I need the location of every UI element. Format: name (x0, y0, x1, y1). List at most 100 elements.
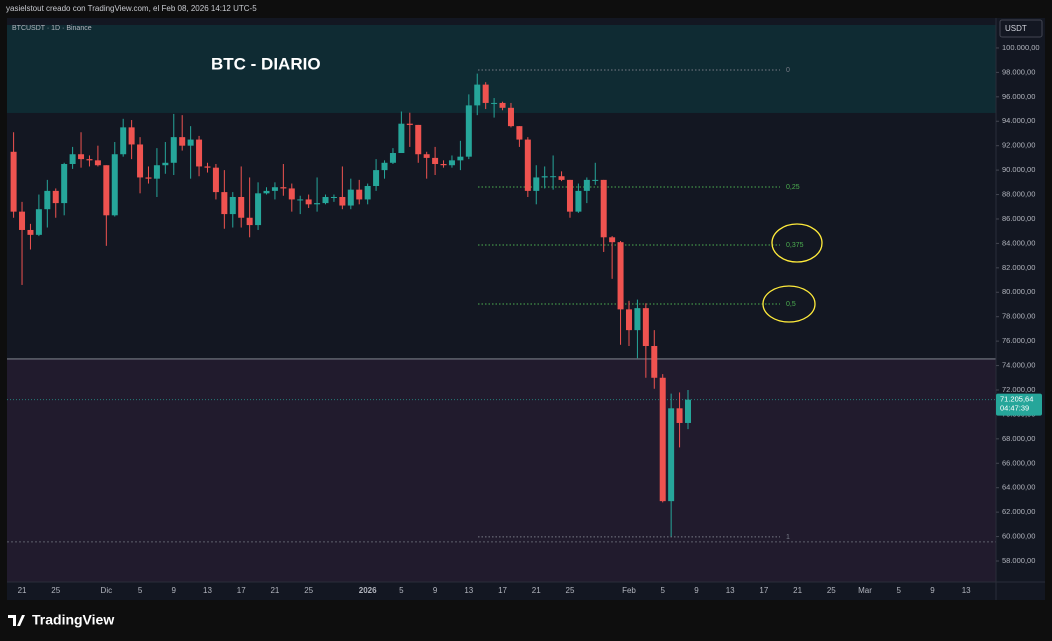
y-tick-label: 96.000,00 (1002, 92, 1035, 101)
candle-body (27, 229, 34, 235)
y-tick-label: 92.000,00 (1002, 141, 1035, 150)
candle-body (398, 123, 405, 154)
currency-label: USDT (1005, 24, 1027, 33)
y-tick-label: 80.000,00 (1002, 287, 1035, 296)
x-tick-label: 9 (433, 586, 438, 595)
y-tick-label: 86.000,00 (1002, 214, 1035, 223)
candle-body (330, 196, 337, 198)
y-tick-label: 60.000,00 (1002, 532, 1035, 541)
candle-body (170, 137, 177, 163)
candle-body (566, 179, 573, 212)
candle-body (86, 159, 93, 161)
x-tick-label: 5 (138, 586, 143, 595)
candle-body (600, 179, 607, 238)
candle-body (609, 237, 616, 243)
candle-body (103, 165, 110, 216)
candle-body (162, 162, 169, 166)
candle-body (685, 399, 691, 423)
candle-body (196, 139, 203, 167)
y-tick-label: 94.000,00 (1002, 116, 1035, 125)
candle-body (499, 102, 506, 108)
x-tick-label: 13 (726, 586, 735, 595)
x-tick-label: 25 (304, 586, 313, 595)
logo-icon (8, 615, 25, 626)
candle-body (373, 170, 380, 186)
candle-body (541, 176, 548, 178)
candle-body (111, 154, 118, 216)
candle-body (69, 154, 76, 165)
candle-body (339, 196, 346, 206)
x-tick-label: 13 (962, 586, 971, 595)
y-tick-label: 64.000,00 (1002, 483, 1035, 492)
candle-body (137, 144, 144, 178)
x-tick-label: 9 (930, 586, 935, 595)
candle-body (651, 346, 658, 378)
candle-body (347, 189, 354, 206)
candle-body (255, 193, 262, 226)
x-tick-label: 21 (270, 586, 279, 595)
currency-box (999, 19, 1043, 38)
candle-body (10, 151, 17, 212)
y-tick-label: 84.000,00 (1002, 238, 1035, 247)
fib-label: 0,25 (786, 184, 800, 191)
candle-body (120, 127, 127, 155)
logo: TradingView (8, 612, 114, 628)
fib-label: 1 (786, 534, 790, 541)
x-tick-label: 5 (660, 586, 665, 595)
candle-body (204, 166, 211, 168)
candle-body (448, 160, 455, 166)
candle-body (533, 177, 540, 191)
candle-body (19, 211, 26, 230)
candle-body (457, 156, 464, 161)
candle-body (558, 176, 565, 180)
x-tick-label: 25 (566, 586, 575, 595)
candle-body (212, 167, 219, 193)
y-tick-label: 90.000,00 (1002, 165, 1035, 174)
x-tick-label: 5 (897, 586, 902, 595)
candle-body (474, 84, 481, 106)
candle-body (187, 139, 194, 146)
y-tick-label: 68.000,00 (1002, 434, 1035, 443)
candle-body (221, 192, 228, 215)
footer-brand: TradingView (32, 612, 114, 628)
candle-body (668, 408, 675, 502)
candle-body (381, 162, 388, 171)
candle-body (52, 190, 59, 204)
candle-body (297, 199, 304, 201)
candle-body (524, 139, 531, 191)
candle-body (575, 190, 582, 212)
fib-label: 0 (786, 67, 790, 74)
candle-body (583, 179, 590, 191)
candle-body (229, 196, 236, 215)
x-tick-label: 25 (827, 586, 836, 595)
y-tick-label: 100.000,00 (1002, 43, 1040, 52)
candle-body (432, 157, 439, 165)
candle-body (356, 189, 363, 200)
candle-body (305, 199, 312, 205)
candle-body (482, 84, 489, 103)
header-text: yasielstout creado con TradingView.com, … (6, 4, 257, 13)
y-tick-label: 82.000,00 (1002, 263, 1035, 272)
x-tick-label: Mar (858, 586, 872, 595)
y-tick-label: 74.000,00 (1002, 361, 1035, 370)
candle-body (491, 102, 498, 104)
candle-body (406, 123, 413, 125)
candle-body (415, 124, 422, 155)
y-tick-label: 98.000,00 (1002, 67, 1035, 76)
price-axis (996, 18, 1045, 582)
candle-body (78, 154, 85, 160)
x-tick-label: 13 (203, 586, 212, 595)
zone (7, 25, 996, 113)
candle-body (145, 177, 152, 179)
x-tick-label: 25 (51, 586, 60, 595)
x-tick-label: 2026 (359, 586, 377, 595)
x-tick-label: 9 (694, 586, 699, 595)
candle-body (592, 179, 599, 181)
candle-body (659, 377, 666, 502)
candle-body (423, 154, 430, 158)
chart-title: BTC - DIARIO (211, 54, 321, 73)
candle-body (288, 188, 295, 200)
x-tick-label: 9 (172, 586, 177, 595)
x-tick-label: Feb (622, 586, 636, 595)
